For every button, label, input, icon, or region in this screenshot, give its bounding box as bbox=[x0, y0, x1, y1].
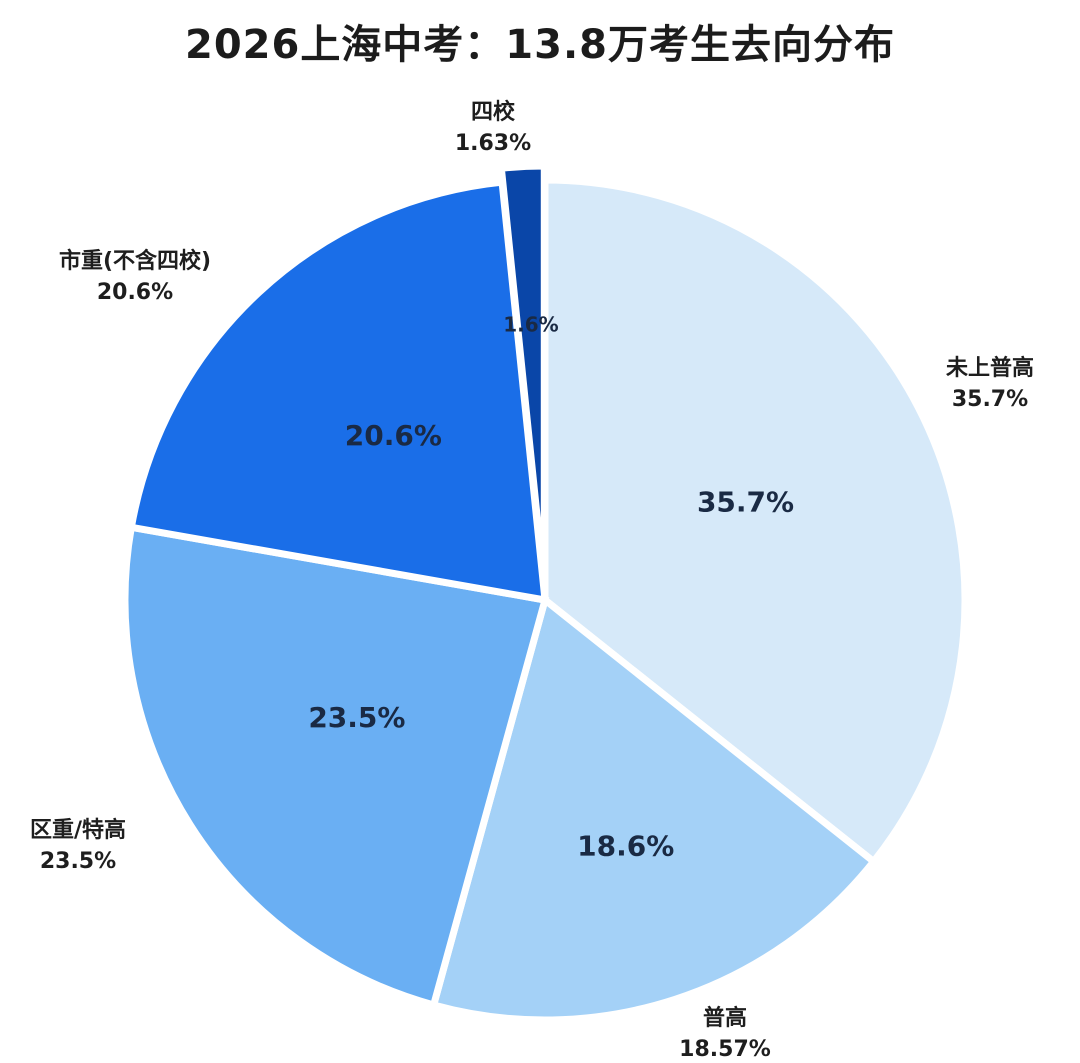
slice-outer-label: 普高 18.57% bbox=[679, 1005, 771, 1062]
slice-inner-label: 23.5% bbox=[308, 701, 405, 734]
slice-outer-label: 区重/特高 23.5% bbox=[30, 817, 126, 874]
slice-category-value: 18.57% bbox=[679, 1037, 771, 1062]
slice-inner-label: 35.7% bbox=[697, 485, 794, 518]
slice-category-value: 35.7% bbox=[952, 387, 1028, 412]
slice-category-value: 1.63% bbox=[455, 131, 531, 156]
pie-inner-labels: 35.7% 18.6% 23.5% 20.6% 1.6% bbox=[308, 312, 794, 862]
pie-slice bbox=[127, 178, 549, 605]
slice-inner-label: 1.6% bbox=[503, 312, 558, 336]
chart-title: 2026上海中考：13.8万考生去向分布 bbox=[184, 22, 896, 68]
slice-category-value: 20.6% bbox=[97, 280, 173, 305]
slice-category-name: 未上普高 bbox=[946, 355, 1034, 381]
pie-outer-labels: 未上普高 35.7% 普高 18.57% 区重/特高 23.5% 市重(不含四校) 20.6%… bbox=[30, 99, 1034, 1062]
pie-slice bbox=[497, 162, 548, 587]
pie-slice bbox=[429, 593, 879, 1024]
slice-category-name: 四校 bbox=[471, 99, 516, 125]
pie-slice bbox=[541, 176, 969, 867]
slice-category-name: 普高 bbox=[703, 1005, 747, 1031]
pie-slice bbox=[121, 523, 550, 1010]
slice-inner-label: 20.6% bbox=[345, 419, 442, 452]
slice-category-name: 市重(不含四校) bbox=[59, 248, 211, 274]
slice-category-name: 区重/特高 bbox=[30, 817, 126, 843]
slice-inner-label: 18.6% bbox=[577, 830, 674, 863]
slice-category-value: 23.5% bbox=[40, 849, 116, 874]
pie-slices bbox=[121, 162, 969, 1024]
slice-outer-label: 四校 1.63% bbox=[455, 99, 531, 156]
slice-outer-label: 市重(不含四校) 20.6% bbox=[59, 248, 211, 305]
slice-outer-label: 未上普高 35.7% bbox=[946, 355, 1034, 412]
